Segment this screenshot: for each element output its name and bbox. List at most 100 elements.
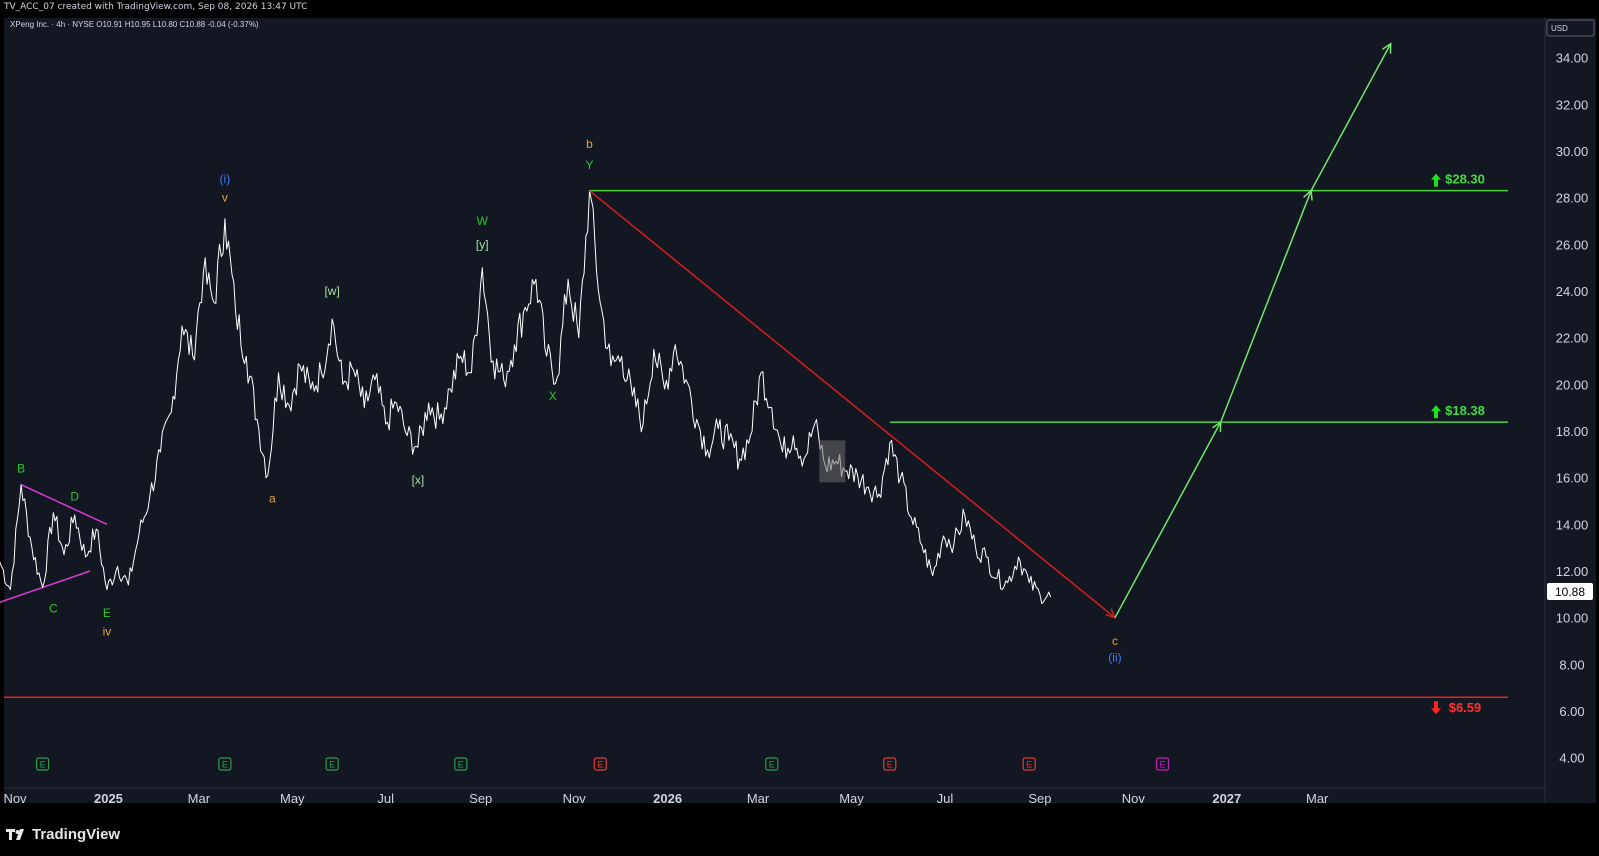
last-price-label: 10.88 [1555,585,1585,599]
x-tick-label: Mar [188,791,211,806]
wave-label: iv [103,625,112,639]
earnings-marker-label: E [1159,760,1165,770]
drawing-lines[interactable] [4,42,1508,698]
wave-label: (ii) [1108,650,1121,664]
price-series [0,190,1052,604]
x-tick-label: Jul [937,791,954,806]
wave-label: B [17,461,25,475]
earnings-marker-icon[interactable] [1022,757,1036,771]
earnings-marker-label: E [329,760,335,770]
wave-label: D [70,489,79,503]
y-tick-label: 26.00 [1556,237,1589,252]
triangle-upper-line[interactable] [20,483,108,526]
triangle-pattern[interactable] [0,483,108,606]
arrow-up-icon [1431,173,1441,187]
earnings-marker-icon[interactable] [883,757,897,771]
y-tick-label: 22.00 [1556,331,1589,346]
invalidation-label: $6.59 [1449,700,1482,715]
earnings-marker-label: E [222,760,228,770]
chart-caption: TV_ACC_07 created with TradingView.com, … [4,2,308,12]
x-tick-label: Sep [1028,791,1051,806]
wave-label: W [477,214,489,228]
wave-label: E [103,606,111,620]
wave-label: Y [585,158,593,172]
x-tick-label: Nov [1122,791,1146,806]
plot-background [4,18,1545,788]
range-box [819,440,846,483]
earnings-marker-label: E [458,760,464,770]
y-tick-label: 16.00 [1556,471,1589,486]
earnings-marker-icon[interactable] [454,757,468,771]
arrow-up-icon [1431,405,1441,419]
x-tick-label: May [839,791,864,806]
wave-label: a [269,492,276,506]
earnings-marker-icon[interactable] [593,757,607,771]
wave-label: [y] [476,237,489,251]
triangle-lower-line[interactable] [0,570,91,606]
upper-target-label: $28.30 [1445,172,1485,187]
y-tick-label: 4.00 [1559,751,1584,766]
y-tick-label: 10.00 [1556,611,1589,626]
wave-label: b [586,137,593,151]
x-tick-label: Jul [377,791,394,806]
x-tick-label: Nov [563,791,587,806]
y-tick-label: 6.00 [1559,704,1584,719]
wave-label: [x] [412,473,425,487]
y-tick-label: 14.00 [1556,517,1589,532]
y-tick-label: 12.00 [1556,564,1589,579]
wave-label: v [222,191,228,205]
tradingview-logo-icon [6,828,24,840]
y-tick-label: 24.00 [1556,284,1589,299]
earnings-marker-icon[interactable] [35,757,50,771]
level-labels: $28.30 $18.38 $6.59 [1431,172,1485,715]
trend-line[interactable] [589,190,1116,619]
earnings-marker-label: E [769,760,775,770]
earnings-marker-label: E [1026,760,1032,770]
top-bar: TV_ACC_07 created with TradingView.com, … [0,0,1599,16]
wave-label: c [1112,634,1118,648]
earnings-marker-icon[interactable] [765,757,779,771]
y-tick-label: 30.00 [1556,144,1589,159]
price-line [0,190,1052,604]
projection-arrowhead-icon [1212,420,1222,433]
currency-badge[interactable] [1546,19,1595,37]
last-price-badge [1547,583,1593,600]
earnings-marker-label: E [887,760,893,770]
y-tick-label: 32.00 [1556,97,1589,112]
time-axis-ticks: Nov 2025 Mar May Jul Sep Nov 2026 Mar May Jul Sep No… [3,791,1329,806]
x-tick-label: Nov [3,791,27,806]
brand-name: TradingView [32,826,121,843]
price-axis-panel[interactable] [1545,18,1596,803]
x-tick-label: 2027 [1212,791,1241,806]
y-tick-label: 20.00 [1556,377,1589,392]
lower-target-label: $18.38 [1445,403,1485,418]
wave-label: [w] [324,284,339,298]
earnings-marker-icon[interactable] [325,757,339,771]
projection-arrowhead-icon [1303,189,1313,201]
wave-label: C [49,601,58,615]
x-tick-label: 2026 [653,791,682,806]
x-tick-label: Mar [747,791,770,806]
footer: TradingView [0,815,1599,856]
y-tick-label: 34.00 [1556,51,1589,66]
earnings-marker-icon[interactable] [1155,757,1170,771]
x-tick-label: May [280,791,305,806]
x-tick-label: Mar [1306,791,1329,806]
price-axis-ticks: 4.00 6.00 8.00 10.00 12.00 14.00 16.00 18.00 20.… [1556,51,1589,766]
earnings-marker-icon[interactable] [218,757,232,771]
projection-arrowhead-icon [1382,42,1392,54]
tradingview-brand[interactable]: TradingView [6,826,120,843]
y-tick-label: 28.00 [1556,191,1589,206]
price-chart[interactable]: XPeng Inc. · 4h · NYSE O10.91 H10.95 L10… [0,16,1599,815]
projection-path[interactable] [1114,43,1392,619]
earnings-marker-label: E [597,760,603,770]
arrow-down-icon [1431,701,1441,715]
y-tick-label: 8.00 [1559,657,1584,672]
earnings-marker-label: E [40,760,46,770]
y-tick-label: 18.00 [1556,424,1589,439]
time-axis-panel[interactable] [4,788,1545,803]
symbol-info: XPeng Inc. · 4h · NYSE O10.91 H10.95 L10… [10,20,259,29]
wave-label: X [549,389,557,403]
